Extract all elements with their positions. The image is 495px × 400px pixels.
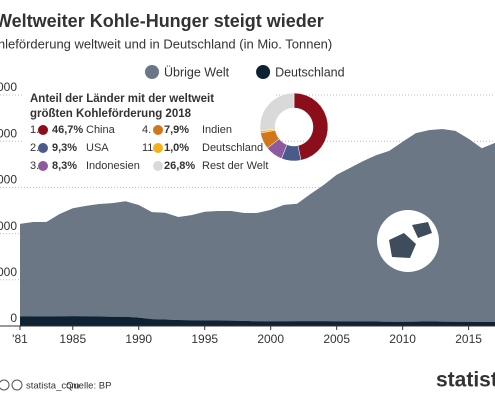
value-label: 46,7% [52, 124, 83, 136]
category-label: Rest der Welt [202, 160, 268, 172]
x-tick-label: 2005 [323, 332, 350, 346]
rank: 4. [142, 124, 151, 136]
brand: statista [436, 369, 495, 392]
x-tick-label: 1995 [191, 332, 218, 346]
x-tick-label: 1985 [59, 332, 86, 346]
legend-swatch [153, 125, 163, 135]
category-label: China [86, 124, 116, 136]
category-label: Deutschland [202, 142, 263, 154]
inset-title-line: größten Kohleförderung 2018 [30, 108, 192, 120]
legend-swatch [38, 143, 48, 153]
value-label: 26,8% [164, 160, 195, 172]
y-tick-label: 6.000 [0, 173, 17, 187]
coal-icon [377, 210, 439, 272]
inset-title: Anteil der Länder mit der weltweit größte… [30, 93, 214, 120]
y-tick-label: 10.000 [0, 80, 17, 94]
donut-slice [259, 92, 295, 132]
legend-swatch [38, 125, 48, 135]
inset-box [24, 88, 274, 183]
rank: 2. [30, 142, 39, 154]
value-label: 7,9% [164, 124, 189, 136]
legend-label: Deutschland [275, 65, 345, 79]
legend-swatch [153, 143, 163, 153]
chart-title: Weltweiter Kohle-Hunger steigt wieder [0, 11, 324, 31]
x-tick-label: 1990 [125, 332, 152, 346]
legend-swatch [38, 161, 48, 171]
value-label: 1,0% [164, 142, 189, 154]
y-tick-label: 8.000 [0, 126, 17, 140]
x-tick-label: 2010 [389, 332, 416, 346]
category-label: Indonesien [86, 160, 140, 172]
legend-swatch [153, 161, 163, 171]
rank: 3. [30, 160, 39, 172]
legend-swatch [145, 65, 159, 79]
x-tick-label: 2015 [455, 332, 482, 346]
value-label: 8,3% [52, 160, 77, 172]
x-tick-label: 2000 [257, 332, 284, 346]
area [20, 316, 495, 326]
category-label: USA [86, 142, 109, 154]
y-tick-label: 0 [10, 311, 17, 325]
inset-title-line: Anteil der Länder mit der weltweit [30, 93, 214, 105]
category-label: Indien [202, 124, 232, 136]
x-tick-label: '81 [12, 332, 28, 346]
footer-handle: statista_com [26, 381, 79, 392]
y-tick-label: 2.000 [0, 265, 17, 279]
donut-slice [293, 92, 329, 161]
legend-label: Übrige Welt [164, 65, 230, 79]
footer-source: Quelle: BP [66, 381, 111, 392]
rank: 1. [30, 124, 39, 136]
value-label: 9,3% [52, 142, 77, 154]
rank: 11. [142, 142, 156, 154]
y-tick-label: 4.000 [0, 219, 17, 233]
footer-icons [0, 379, 23, 391]
area [20, 128, 495, 322]
chart-subtitle: Kohleförderung weltweit und in Deutschla… [0, 36, 332, 51]
legend-swatch [256, 65, 271, 79]
